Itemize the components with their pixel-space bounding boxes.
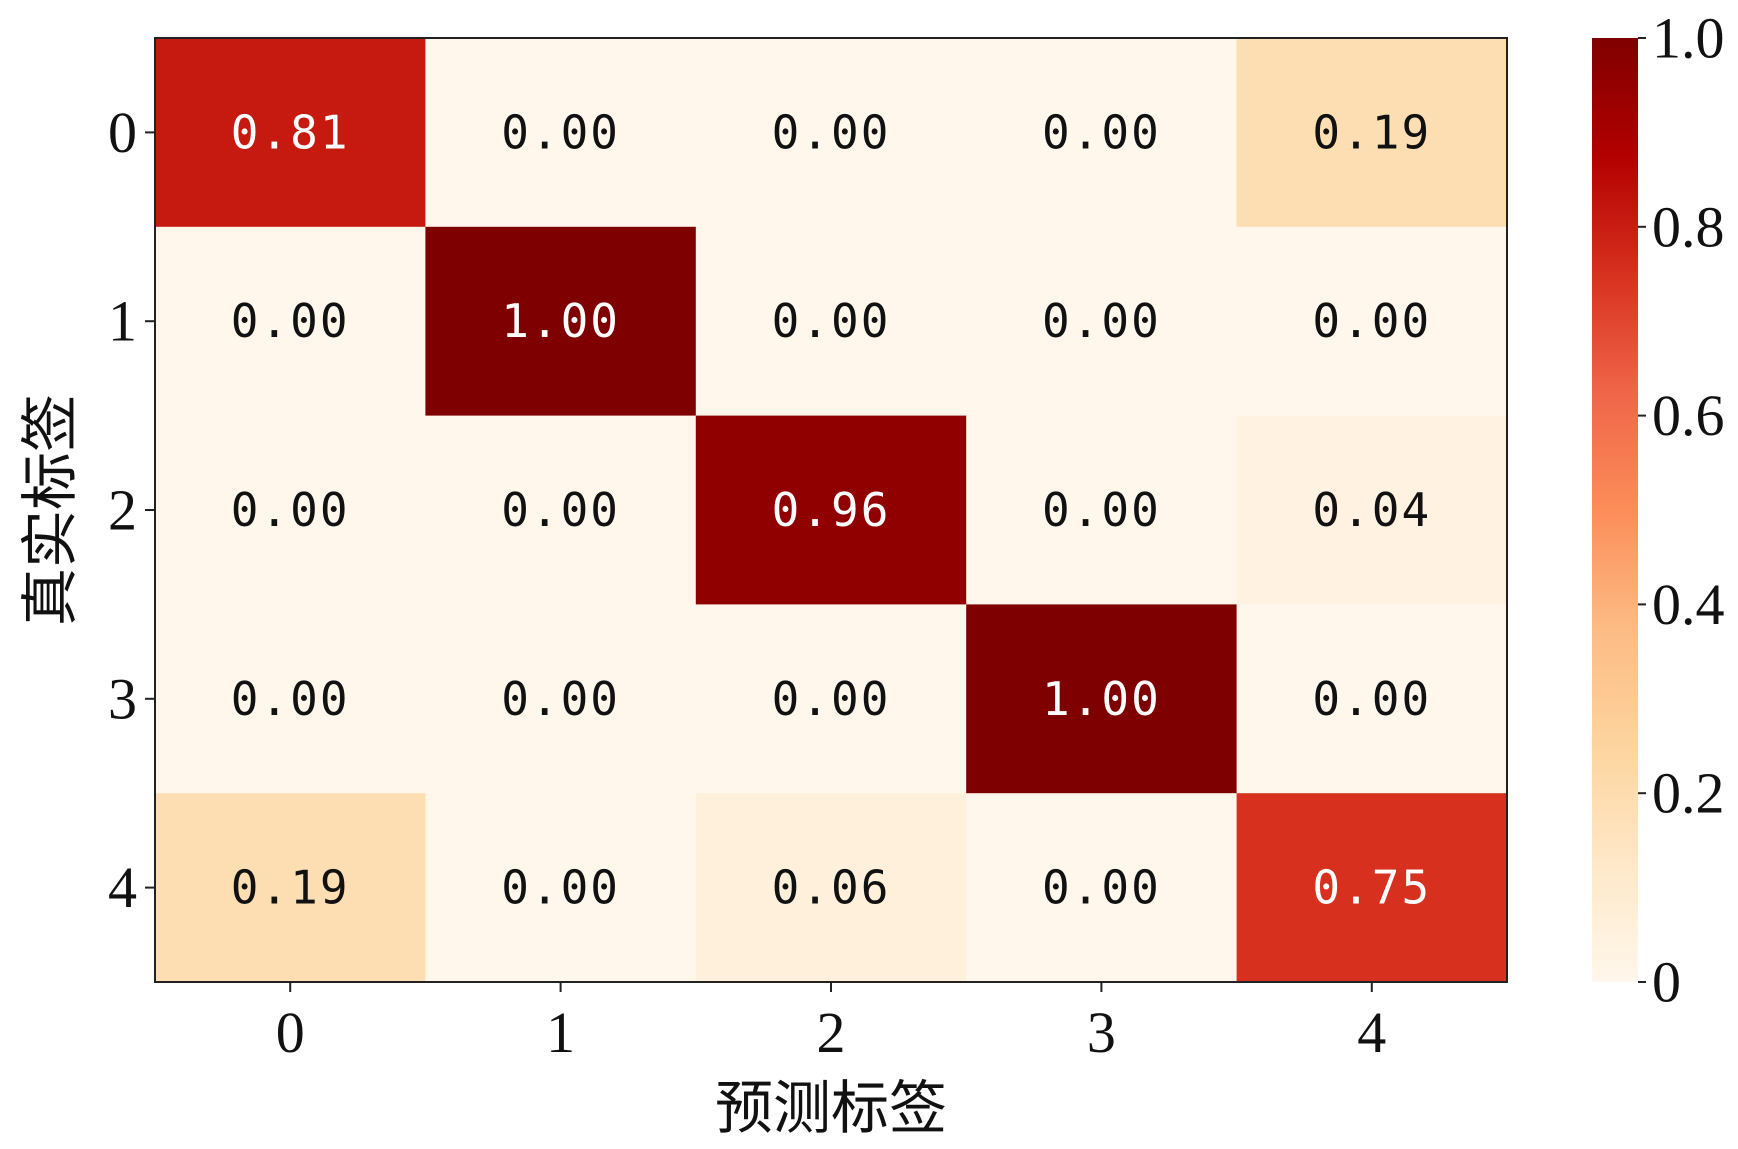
heatmap-cell-r0-c4 <box>1236 38 1508 228</box>
cell-value-label: 0.19 <box>1312 105 1431 159</box>
cell-value-label: 0.00 <box>501 861 620 915</box>
cell-value-label: 0.81 <box>231 105 350 159</box>
colorbar-tick-label: 0 <box>1652 950 1681 1015</box>
cell-value-label: 0.00 <box>1042 483 1161 537</box>
colorbar-tick-label: 0.8 <box>1652 194 1725 259</box>
cell-value-label: 0.19 <box>231 861 350 915</box>
y-axis-title: 真实标签 <box>16 394 84 626</box>
heatmap-cell-r4-c4 <box>1236 793 1508 983</box>
x-tick-label: 0 <box>276 1000 305 1065</box>
cell-value-label: 0.96 <box>772 483 891 537</box>
x-tick-label: 1 <box>546 1000 575 1065</box>
heatmap-cell-r1-c0 <box>155 226 426 417</box>
cell-value-label: 0.00 <box>231 294 350 348</box>
colorbar-tick-label: 1.0 <box>1652 6 1725 71</box>
cell-value-label: 0.75 <box>1312 861 1431 915</box>
cell-value-label: 0.00 <box>231 672 350 726</box>
heatmap-cell-r2-c2 <box>695 415 967 605</box>
heatmap-cell-r3-c2 <box>695 604 967 794</box>
colorbar-tick-label: 0.2 <box>1652 761 1725 826</box>
heatmap-cell-r1-c1 <box>425 226 697 417</box>
heatmap-cell-r3-c3 <box>966 604 1238 794</box>
cell-value-label: 0.04 <box>1312 483 1431 537</box>
cell-value-label: 0.00 <box>1312 672 1431 726</box>
y-tick-label: 4 <box>108 855 137 920</box>
cell-value-label: 1.00 <box>1042 672 1161 726</box>
heatmap-cell-r0-c1 <box>425 38 697 228</box>
colorbar <box>1592 38 1638 982</box>
cell-value-label: 0.00 <box>501 483 620 537</box>
heatmap-cell-r3-c1 <box>425 604 697 794</box>
x-tick-label: 2 <box>817 1000 846 1065</box>
heatmap-cell-r0-c3 <box>966 38 1238 228</box>
heatmap-cell-r1-c4 <box>1236 226 1508 417</box>
cell-value-label: 0.06 <box>772 861 891 915</box>
cell-value-label: 0.00 <box>1042 861 1161 915</box>
heatmap-cell-r4-c3 <box>966 793 1238 983</box>
y-tick-label: 0 <box>108 100 137 165</box>
heatmap-cell-r2-c0 <box>155 415 426 605</box>
heatmap-cell-r3-c4 <box>1236 604 1508 794</box>
y-tick-label: 1 <box>108 289 137 354</box>
heatmap-cell-r4-c0 <box>155 793 426 983</box>
colorbar-tick-label: 0.6 <box>1652 383 1725 448</box>
y-tick-label: 3 <box>108 666 137 731</box>
cell-value-label: 0.00 <box>772 294 891 348</box>
cell-value-label: 0.00 <box>772 672 891 726</box>
heatmap-cell-r2-c3 <box>966 415 1238 605</box>
cell-value-label: 0.00 <box>772 105 891 159</box>
colorbar-tick-label: 0.4 <box>1652 572 1725 637</box>
cell-value-label: 1.00 <box>501 294 620 348</box>
heatmap-cell-r4-c2 <box>695 793 967 983</box>
cell-value-label: 0.00 <box>501 105 620 159</box>
cell-value-label: 0.00 <box>1312 294 1431 348</box>
cell-value-label: 0.00 <box>1042 105 1161 159</box>
x-tick-label: 4 <box>1357 1000 1386 1065</box>
heatmap-cell-r0-c2 <box>695 38 967 228</box>
heatmap-cell-r1-c3 <box>966 226 1238 417</box>
x-tick-label: 3 <box>1087 1000 1116 1065</box>
y-tick-label: 2 <box>108 478 137 543</box>
heatmap-cell-r2-c4 <box>1236 415 1508 605</box>
heatmap-cell-r0-c0 <box>155 38 426 228</box>
x-axis-title: 预测标签 <box>715 1074 947 1142</box>
cell-value-label: 0.00 <box>501 672 620 726</box>
heatmap-cell-r1-c2 <box>695 226 967 417</box>
heatmap-cell-r2-c1 <box>425 415 697 605</box>
heatmap-cell-r3-c0 <box>155 604 426 794</box>
heatmap-cell-r4-c1 <box>425 793 697 983</box>
cell-value-label: 0.00 <box>231 483 350 537</box>
cell-value-label: 0.00 <box>1042 294 1161 348</box>
